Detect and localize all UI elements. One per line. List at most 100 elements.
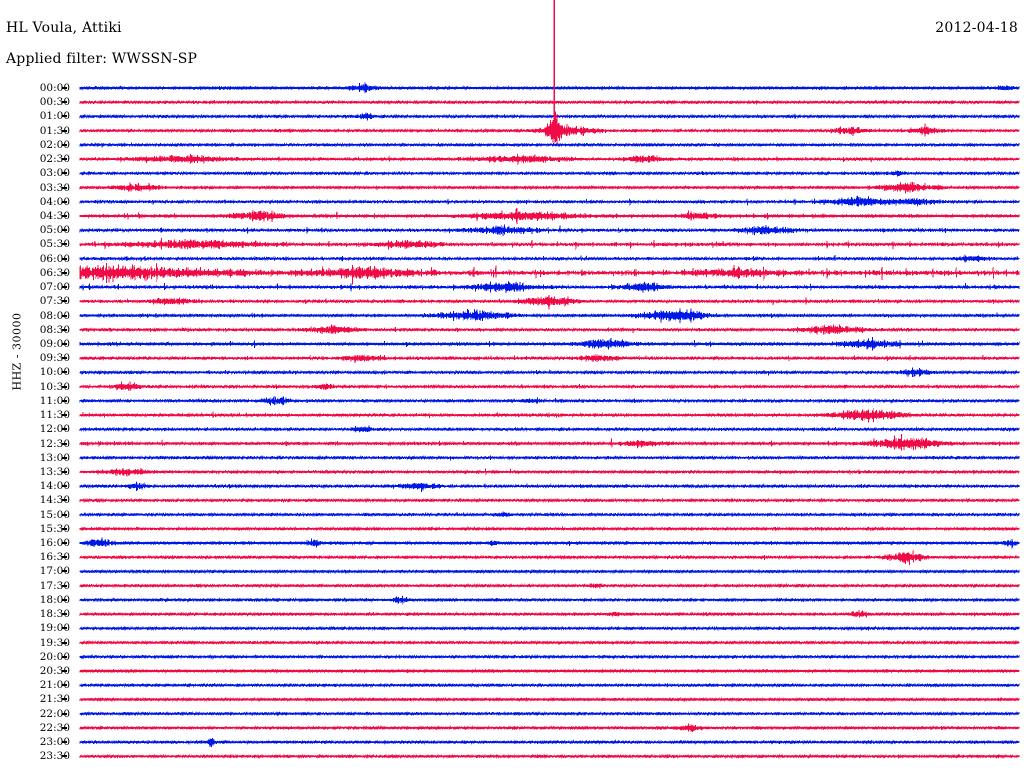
row-time-label: 18:30 [39, 608, 70, 621]
row-time-label: 13:00 [39, 451, 70, 464]
row-time-label: 09:00 [39, 337, 70, 350]
row-tick-mark [62, 414, 67, 417]
row-time-label: 11:30 [39, 409, 70, 422]
row-time-label: 14:00 [39, 480, 70, 493]
row-tick-mark [62, 598, 67, 601]
row-tick-mark [62, 527, 67, 530]
trace-line [79, 207, 1020, 225]
row-time-label: 08:30 [39, 323, 70, 336]
trace-line [79, 262, 1020, 285]
row-time-label: 13:30 [39, 465, 70, 478]
row-time-label: 12:30 [39, 437, 70, 450]
row-tick-mark [62, 143, 67, 146]
row-tick-mark [62, 385, 67, 388]
row-tick-mark [62, 271, 67, 274]
row-time-label: 05:30 [39, 238, 70, 251]
row-tick-mark [62, 257, 67, 260]
row-time-label: 09:30 [39, 352, 70, 365]
row-tick-mark [62, 655, 67, 658]
row-time-label: 02:30 [39, 153, 70, 166]
row-time-label: 03:00 [39, 167, 70, 180]
row-time-label: 17:30 [39, 579, 70, 592]
row-tick-mark [62, 584, 67, 587]
row-time-label: 14:30 [39, 494, 70, 507]
trace-line [79, 324, 1020, 336]
row-tick-mark [62, 741, 67, 744]
row-time-label: 11:00 [39, 394, 70, 407]
row-time-label: 02:00 [39, 138, 70, 151]
row-tick-mark [62, 513, 67, 516]
row-time-label: 06:30 [39, 266, 70, 279]
row-time-label: 07:30 [39, 295, 70, 308]
row-tick-mark [62, 670, 67, 673]
row-tick-mark [62, 428, 67, 431]
row-tick-mark [62, 542, 67, 545]
row-time-label: 23:30 [39, 750, 70, 763]
row-time-label: 23:00 [39, 736, 70, 749]
row-tick-mark [62, 158, 67, 161]
row-tick-mark [62, 485, 67, 488]
row-time-label: 00:30 [39, 96, 70, 109]
row-time-label: 20:00 [39, 650, 70, 663]
row-tick-mark [62, 456, 67, 459]
row-time-label: 05:00 [39, 224, 70, 237]
row-tick-mark [62, 229, 67, 232]
row-tick-mark [62, 286, 67, 289]
row-time-label: 22:30 [39, 721, 70, 734]
row-tick-mark [62, 712, 67, 715]
row-time-label: 19:00 [39, 622, 70, 635]
helicorder-plot [0, 78, 1024, 778]
row-time-label: 16:00 [39, 537, 70, 550]
row-tick-mark [62, 755, 67, 758]
station-title: HL Voula, Attiki [6, 20, 122, 36]
row-tick-mark [62, 101, 67, 104]
seismic-traces-svg [79, 82, 1020, 760]
row-tick-mark [62, 357, 67, 360]
row-tick-mark [62, 684, 67, 687]
row-time-label: 19:30 [39, 636, 70, 649]
row-tick-mark [62, 214, 67, 217]
row-tick-mark [62, 570, 67, 573]
row-tick-mark [62, 470, 67, 473]
row-time-label: 06:00 [39, 252, 70, 265]
row-time-label: 03:30 [39, 181, 70, 194]
trace-line [79, 295, 1020, 310]
record-date: 2012-04-18 [935, 20, 1018, 36]
trace-line [79, 433, 1020, 451]
row-tick-mark [62, 300, 67, 303]
row-tick-mark [62, 399, 67, 402]
row-time-label: 10:30 [39, 380, 70, 393]
row-tick-mark [62, 442, 67, 445]
row-time-label: 12:00 [39, 423, 70, 436]
row-tick-mark [62, 726, 67, 729]
row-time-label: 21:00 [39, 679, 70, 692]
row-tick-mark [62, 371, 67, 374]
row-tick-mark [62, 698, 67, 701]
applied-filter-label: Applied filter: WWSSN-SP [6, 51, 198, 67]
row-tick-mark [62, 186, 67, 189]
row-time-label: 15:00 [39, 508, 70, 521]
row-time-label: 16:30 [39, 551, 70, 564]
trace-line [79, 238, 1020, 250]
row-time-label: 18:00 [39, 593, 70, 606]
row-time-label: 20:30 [39, 665, 70, 678]
row-time-label: 01:00 [39, 110, 70, 123]
row-tick-mark [62, 342, 67, 345]
row-tick-mark [62, 115, 67, 118]
row-time-label: 08:00 [39, 309, 70, 322]
row-tick-mark [62, 87, 67, 89]
row-time-label: 22:00 [39, 707, 70, 720]
row-tick-mark [62, 200, 67, 203]
row-tick-mark [62, 627, 67, 630]
row-time-label: 07:00 [39, 281, 70, 294]
row-time-label: 01:30 [39, 124, 70, 137]
row-time-label: 17:00 [39, 565, 70, 578]
row-tick-mark [62, 556, 67, 559]
row-time-label: 00:00 [39, 82, 70, 94]
row-tick-mark [62, 243, 67, 246]
row-time-label: 04:30 [39, 209, 70, 222]
row-tick-mark [62, 499, 67, 502]
row-time-label: 10:00 [39, 366, 70, 379]
trace-line [79, 195, 1020, 207]
